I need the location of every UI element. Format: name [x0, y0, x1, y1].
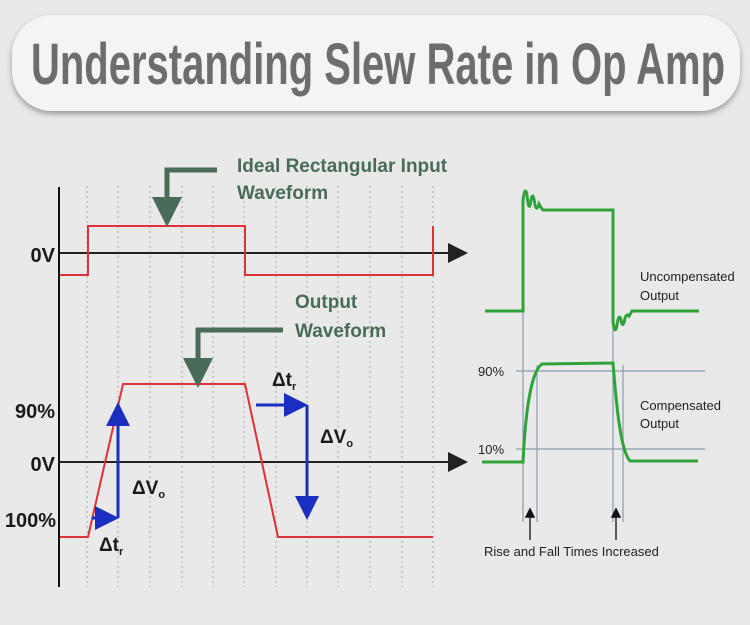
label-top-0v: 0V [31, 245, 56, 267]
fall-dv-label: ΔVo [320, 427, 353, 450]
left-diagram: 0V 90% 0V 100% Ideal Rectangular Input W… [5, 156, 468, 587]
rise-fall-caption: Rise and Fall Times Increased [484, 544, 659, 559]
rise-dt-label: Δtr [99, 535, 124, 558]
input-callout-arrow [152, 167, 217, 227]
output-callout-line2: Waveform [295, 321, 386, 342]
output-callout-arrow [183, 327, 283, 388]
output-waveform [60, 383, 433, 538]
right-diagram: 90% 10% Uncompensated Output Compensated… [478, 189, 735, 559]
rise-dv-label: ΔVo [132, 478, 165, 501]
label-90-percent: 90% [478, 364, 504, 379]
label-10-percent: 10% [478, 442, 504, 457]
input-waveform [60, 225, 434, 276]
uncompensated-label-line2: Output [640, 288, 679, 303]
uncompensated-waveform [485, 189, 699, 332]
uncompensated-label-line1: Uncompensated [640, 269, 735, 284]
input-callout-line2: Waveform [237, 183, 328, 204]
fall-dt-label: Δtr [272, 370, 297, 393]
label-bottom-0v: 0V [31, 454, 56, 476]
input-callout-line1: Ideal Rectangular Input [237, 156, 448, 177]
compensated-label-line1: Compensated [640, 398, 721, 413]
label-100: 100% [5, 510, 56, 532]
label-90: 90% [15, 401, 55, 423]
grid-lines [86, 186, 434, 587]
compensated-waveform [482, 361, 698, 464]
output-callout-line1: Output [295, 292, 358, 313]
title-banner: Understanding Slew Rate in Op Amp [12, 15, 740, 111]
page-title: Understanding Slew Rate in Op Amp [31, 32, 725, 97]
compensated-label-line2: Output [640, 416, 679, 431]
